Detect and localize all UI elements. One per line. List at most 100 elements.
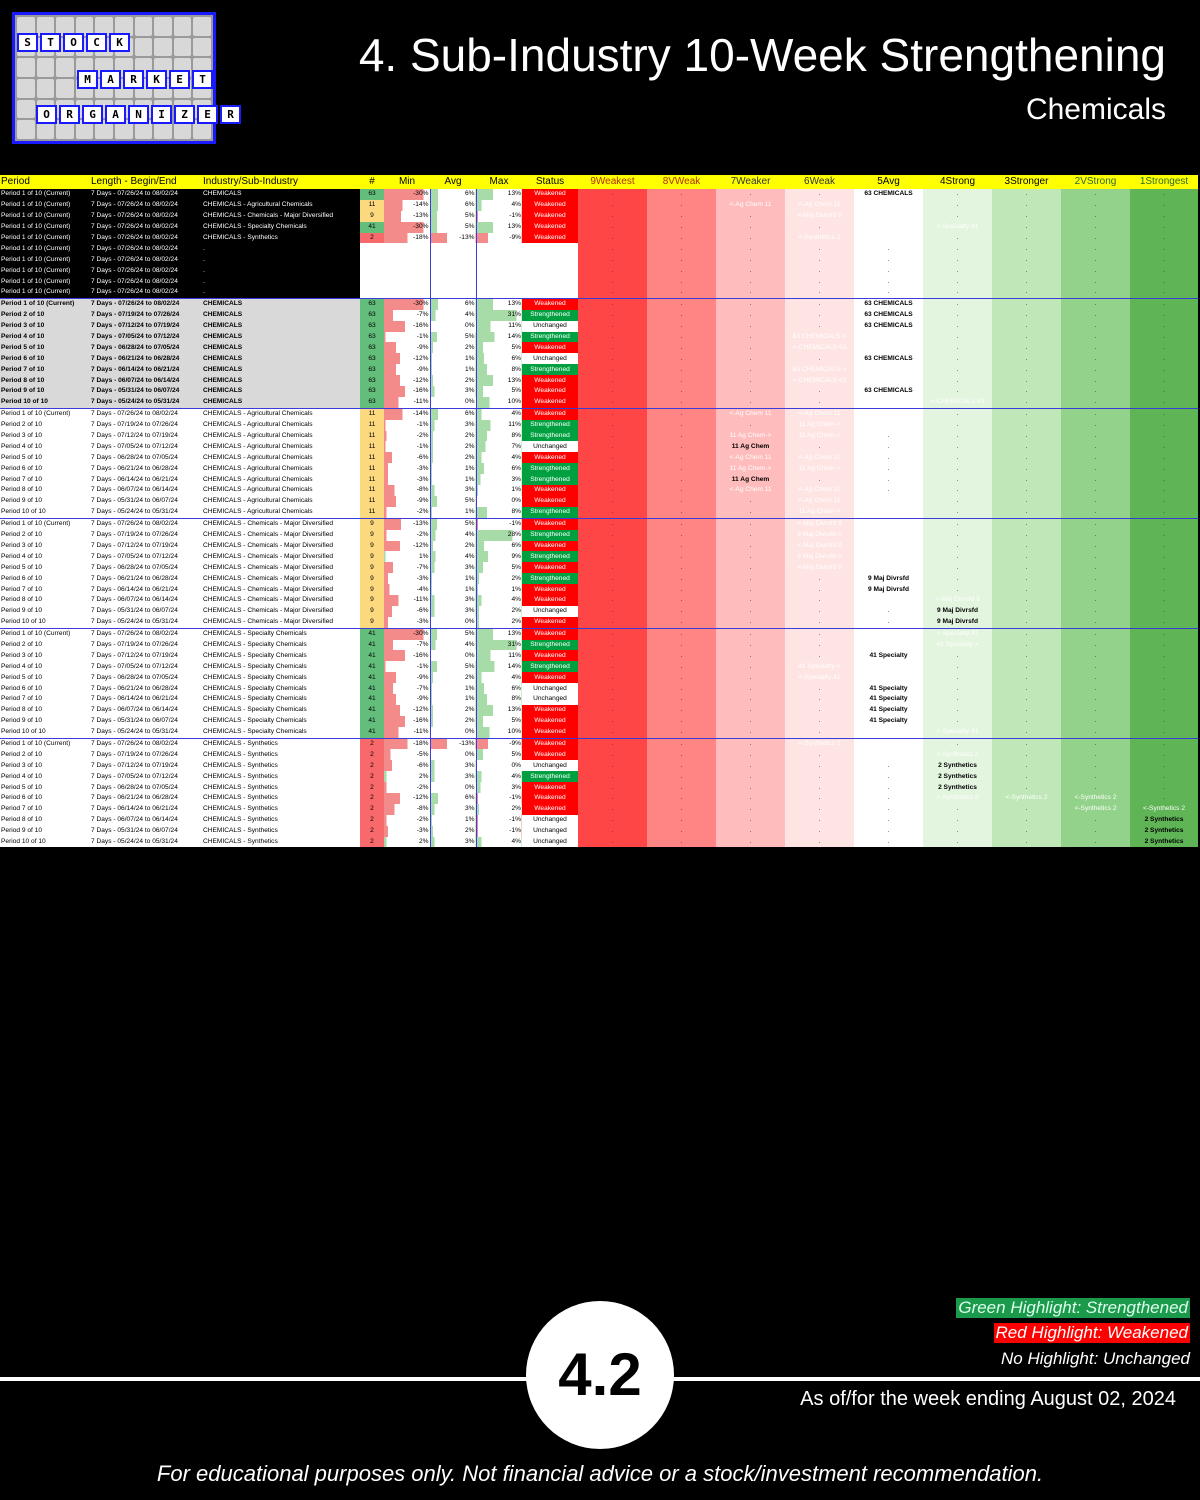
count-cell: 41 [360,715,384,727]
strength-bucket-cell: . [578,452,647,464]
status-cell: Weakened [522,803,578,815]
max-cell: 13% [475,189,522,200]
strength-bucket-cell: . [785,693,854,705]
strength-bucket-cell: <-Ag Chem 11 [785,452,854,464]
strength-bucket-cell: . [992,297,1061,310]
strength-bucket-cell: . [647,364,716,376]
table-row: Period 6 of 10 7 Days - 06/21/24 to 06/28… [0,792,1198,804]
min-cell: -11% [384,726,430,739]
strength-bucket-cell: . [578,737,647,750]
industry-cell: CHEMICALS - Specialty Chemicals [202,683,360,694]
strength-bucket-cell: . [647,672,716,684]
industry-cell: CHEMICALS - Specialty Chemicals [202,693,360,705]
avg-cell: 6% [429,297,476,310]
min-cell: -4% [384,584,430,595]
strength-bucket-cell: . [992,221,1061,233]
industry-cell: CHEMICALS - Synthetics [202,836,360,848]
count-cell: 63 [360,386,384,397]
strength-bucket-cell: . [647,683,716,694]
min-cell: -16% [384,715,430,727]
column-header: 7Weaker [716,175,785,189]
length-cell: 7 Days - 06/21/24 to 06/28/24 [90,353,202,365]
length-cell: 7 Days - 06/07/24 to 06/14/24 [90,375,202,387]
strength-bucket-cell: 41 Specialty [854,704,923,716]
status-cell: Strengthened [522,639,578,651]
strength-bucket-cell: . [992,485,1061,496]
avg-cell: 5% [429,627,476,640]
strength-bucket-cell: . [992,189,1061,200]
strength-bucket-cell: <-Ag Chem 11 [854,495,923,507]
avg-cell: 0% [429,616,476,629]
strength-bucket-cell: . [1061,474,1130,486]
period-cell: Period 6 of 10 [0,463,90,475]
strength-bucket-cell: . [1130,386,1198,397]
strength-bucket-cell: . [716,540,785,552]
strength-bucket-cell: . [1061,353,1130,365]
strength-bucket-cell: . [992,683,1061,694]
avg-cell: 1% [429,814,476,826]
period-cell: Period 1 of 10 (Current) [0,627,90,640]
status-cell: Weakened [522,616,578,629]
strength-bucket-cell: . [647,605,716,617]
strength-bucket-cell: . [1061,517,1130,530]
strength-bucket-cell: . [1130,364,1198,376]
length-cell: 7 Days - 06/28/24 to 07/05/24 [90,782,202,793]
min-cell: -3% [384,825,430,837]
strength-bucket-cell: . [785,309,854,321]
table-row: Period 1 of 10 (Current) 7 Days - 07/26/2… [0,276,1198,288]
strength-bucket-cell: . [992,584,1061,595]
max-cell: 4% [475,672,522,684]
strength-bucket-cell: . [716,309,785,321]
avg-cell: 6% [429,189,476,200]
strength-bucket-cell: . [992,430,1061,442]
count-cell: 11 [360,463,384,475]
strength-bucket-cell: <-Maj Divrsfd 9 [854,594,923,606]
max-cell: 2% [475,803,522,815]
min-cell: -18% [384,737,430,750]
strength-bucket-cell: . [578,715,647,727]
strength-bucket-cell: . [923,693,992,705]
column-header: 9Weakest [578,175,647,189]
strength-bucket-cell: . [716,551,785,563]
strength-bucket-cell: . [785,639,854,651]
status-cell: Unchanged [533,761,567,769]
strength-bucket-cell: . [1130,661,1198,673]
strength-bucket-cell: . [578,803,647,815]
period-cell: Period 9 of 10 [0,715,90,727]
count-cell: 11 [360,506,384,519]
avg-cell: -13% [429,737,476,750]
strength-bucket-cell: <-Maj Divrsfd 9 [854,517,923,530]
strength-bucket-cell: . [716,265,785,277]
industry-cell: CHEMICALS - Synthetics [202,792,360,804]
length-cell: 7 Days - 07/26/24 to 08/02/24 [90,737,202,750]
strength-bucket-cell: . [647,353,716,365]
max-cell [475,287,522,299]
length-cell: 7 Days - 07/26/24 to 08/02/24 [90,517,202,530]
logo-letter: T [40,33,61,52]
column-header: 4Strong [923,175,992,189]
min-cell: -30% [384,297,430,310]
period-cell: Period 5 of 10 [0,672,90,684]
page-title: 4. Sub-Industry 10-Week Strengthening [358,29,1166,81]
count-cell: 2 [360,771,384,783]
length-cell: 7 Days - 07/12/24 to 07/19/24 [90,650,202,662]
strength-bucket-cell: . [578,342,647,354]
avg-cell: 1% [429,474,476,486]
table-row: Period 2 of 10 7 Days - 07/19/24 to 07/26… [0,749,1198,761]
industry-cell: CHEMICALS [202,320,360,332]
min-cell: -16% [384,320,430,332]
min-cell: -3% [384,616,430,629]
count-cell: 41 [360,672,384,684]
strength-bucket-cell: . [647,551,716,563]
length-cell: 7 Days - 07/26/24 to 08/02/24 [90,189,202,200]
avg-cell: 4% [429,529,476,541]
logo-letter: O [63,33,84,52]
strength-bucket-cell: . [1061,562,1130,574]
table-row: Period 5 of 10 7 Days - 06/28/24 to 07/05… [0,782,1198,793]
count-cell: 63 [360,396,384,409]
count-cell: 41 [360,221,384,233]
strength-bucket-cell: <-Ag Chem 11 [716,407,785,420]
count-cell: 63 [360,364,384,376]
strength-bucket-cell: . [992,616,1061,629]
